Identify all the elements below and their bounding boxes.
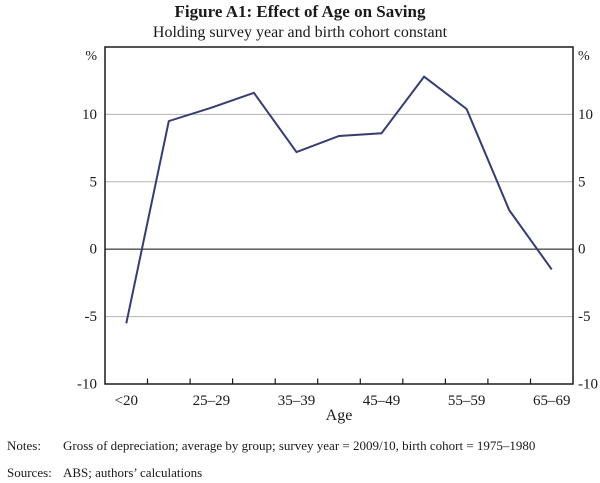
sources-row: Sources: ABS; authors’ calculations [7,465,597,481]
y-axis-label-left: -10 [77,377,97,393]
sources-label: Sources: [7,465,52,480]
percent-label-left: % [85,49,97,64]
y-axis-label-right: 0 [578,242,586,258]
data-line [125,75,553,324]
x-axis-label: <20 [115,393,138,409]
y-axis-label-right: 10 [578,107,593,123]
y-axis-label-left: 0 [90,242,98,258]
x-axis-label: 35–39 [278,393,316,409]
percent-label-right: % [578,49,590,64]
x-axis-label: 45–49 [363,393,401,409]
y-axis-label-left: 5 [90,174,98,190]
x-axis-title: Age [326,407,353,424]
figure-title: Figure A1: Effect of Age on Saving [174,2,426,21]
y-axis-label-left: 10 [82,107,97,123]
notes-text: Gross of depreciation; average by group;… [63,438,536,453]
sources-text: ABS; authors’ calculations [63,465,203,480]
y-axis-label-right: 5 [578,174,586,190]
plot-area [104,46,574,385]
y-axis-label-right: -10 [578,377,598,393]
x-axis-label: 25–29 [193,393,231,409]
notes-label: Notes: [7,438,41,453]
y-axis-label-right: -5 [578,309,591,325]
notes-row: Notes: Gross of depreciation; average by… [7,438,597,454]
x-axis-label: 55–59 [448,393,486,409]
figure-subtitle: Holding survey year and birth cohort con… [152,24,448,41]
y-axis-label-left: -5 [85,309,98,325]
x-axis-label: 65–69 [533,393,571,409]
